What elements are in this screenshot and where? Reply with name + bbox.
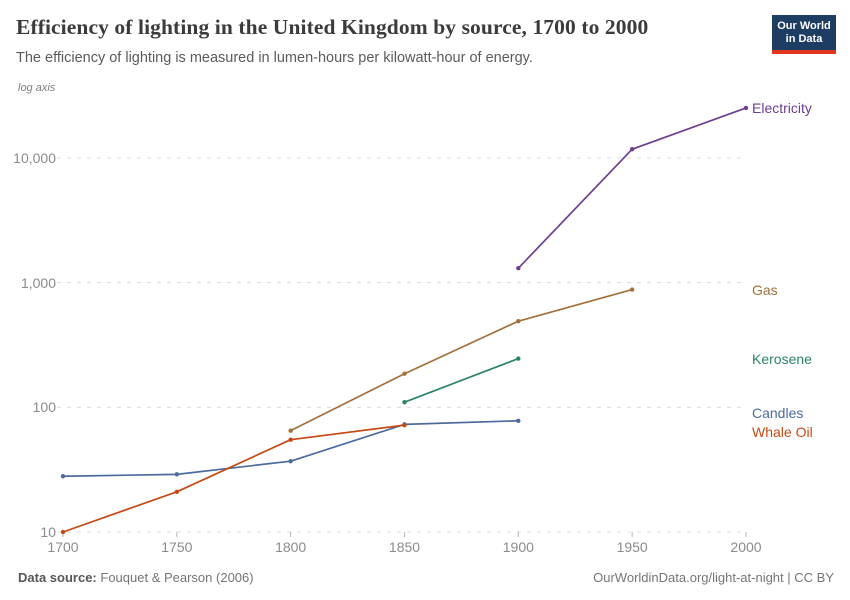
- data-point-kerosene[interactable]: [402, 399, 407, 405]
- x-tick-label: 1700: [47, 539, 79, 555]
- y-tick-label: 1,000: [20, 274, 56, 291]
- series-label-electricity[interactable]: Electricity: [752, 99, 812, 116]
- data-point-gas[interactable]: [402, 371, 407, 376]
- owid-logo-text-line1: Our World: [777, 20, 831, 32]
- line-kerosene[interactable]: [403, 357, 520, 404]
- series-label-whale-oil[interactable]: Whale Oil: [752, 424, 813, 441]
- x-tick-label: 1950: [616, 539, 648, 555]
- data-point-candles[interactable]: [60, 474, 66, 479]
- x-tick-label: 2000: [730, 539, 762, 555]
- data-point-gas[interactable]: [288, 428, 293, 433]
- data-source-value: Fouquet & Pearson (2006): [100, 570, 254, 585]
- data-point-whale-oil[interactable]: [288, 437, 293, 442]
- data-point-candles[interactable]: [174, 472, 180, 477]
- data-source-label: Data source:: [18, 570, 97, 585]
- owid-logo-text-line2: in Data: [785, 33, 823, 45]
- y-tick-label: 10,000: [13, 149, 56, 166]
- series-label-kerosene[interactable]: Kerosene: [752, 350, 812, 367]
- data-point-candles[interactable]: [288, 458, 293, 464]
- owid-logo[interactable]: Our World in Data: [772, 15, 836, 54]
- x-tick-label: 1750: [161, 539, 193, 555]
- x-tick-label: 1800: [275, 539, 307, 555]
- line-whale-oil[interactable]: [62, 424, 406, 533]
- data-point-whale-oil[interactable]: [402, 422, 407, 428]
- owid-link[interactable]: OurWorldinData.org/light-at-night | CC B…: [593, 570, 834, 585]
- footer: Data source: Fouquet & Pearson (2006) Ou…: [18, 570, 834, 585]
- log-axis-note: log axis: [18, 82, 56, 94]
- data-point-electricity[interactable]: [629, 147, 635, 152]
- owid-link-url[interactable]: OurWorldinData.org/light-at-night: [593, 570, 784, 585]
- data-point-gas[interactable]: [516, 318, 521, 324]
- footer-separator: |: [783, 570, 795, 585]
- x-tick-label: 1850: [388, 539, 421, 555]
- data-point-whale-oil[interactable]: [60, 529, 66, 535]
- y-tick-label: 100: [32, 399, 56, 416]
- series-label-gas[interactable]: Gas: [752, 281, 778, 298]
- data-point-electricity[interactable]: [516, 266, 521, 271]
- page-subtitle: The efficiency of lighting is measured i…: [16, 50, 533, 66]
- data-point-whale-oil[interactable]: [174, 489, 180, 495]
- data-point-gas[interactable]: [629, 287, 635, 292]
- line-electricity[interactable]: [517, 107, 747, 270]
- license-badge[interactable]: CC BY: [794, 570, 834, 585]
- page-title: Efficiency of lighting in the United Kin…: [16, 15, 649, 39]
- series-label-candles[interactable]: Candles: [752, 405, 804, 422]
- data-point-electricity[interactable]: [743, 105, 749, 111]
- line-gas[interactable]: [289, 288, 634, 432]
- data-point-candles[interactable]: [516, 418, 521, 423]
- data-source: Data source: Fouquet & Pearson (2006): [18, 570, 254, 585]
- y-tick-label: 10: [40, 524, 56, 540]
- x-tick-label: 1900: [502, 539, 534, 555]
- data-point-kerosene[interactable]: [516, 356, 521, 361]
